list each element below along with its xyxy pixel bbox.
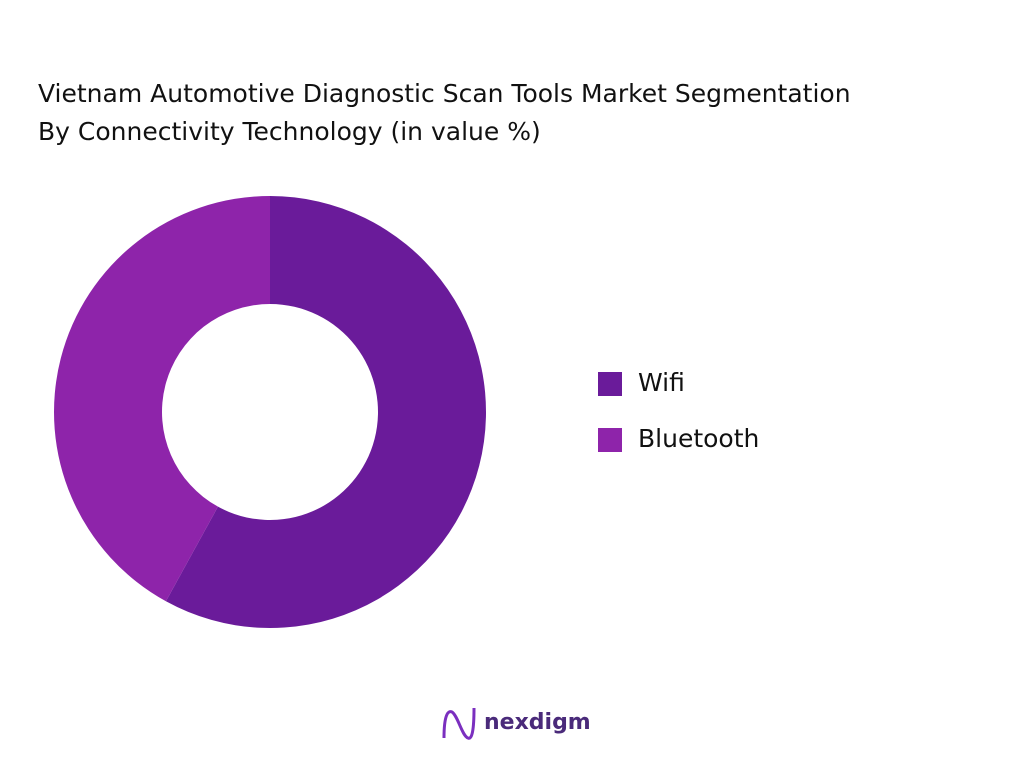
legend-label: Wifi: [638, 368, 685, 397]
chart-subtitle: By Connectivity Technology (in value %): [38, 117, 541, 146]
chart-title: Vietnam Automotive Diagnostic Scan Tools…: [38, 79, 851, 108]
logo: nexdigm: [442, 707, 591, 740]
logo-icon: [442, 707, 476, 740]
donut-slice: [54, 196, 271, 602]
legend-label: Bluetooth: [638, 424, 759, 453]
donut-slice: [165, 196, 486, 628]
legend-swatch: [598, 372, 622, 396]
legend-swatch: [598, 428, 622, 452]
brand-name: nexdigm: [484, 710, 591, 735]
